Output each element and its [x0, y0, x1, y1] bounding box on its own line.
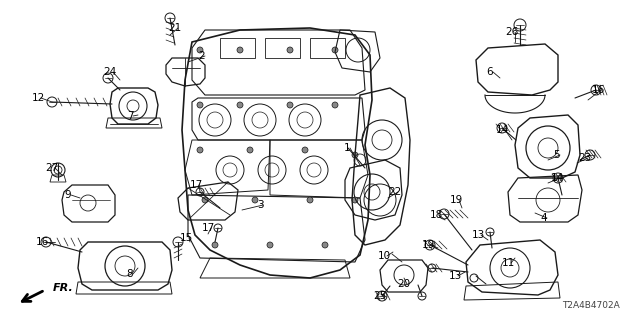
Circle shape	[197, 147, 203, 153]
Text: 4: 4	[541, 213, 547, 223]
Circle shape	[267, 242, 273, 248]
Circle shape	[352, 197, 358, 203]
Text: 23: 23	[579, 153, 591, 163]
Circle shape	[287, 102, 293, 108]
Text: 18: 18	[429, 210, 443, 220]
Text: 13: 13	[449, 271, 461, 281]
Circle shape	[197, 47, 203, 53]
Text: 5: 5	[554, 150, 560, 160]
Text: 19: 19	[421, 240, 435, 250]
Circle shape	[197, 102, 203, 108]
Text: 3: 3	[257, 200, 263, 210]
Text: 16: 16	[591, 85, 605, 95]
Text: 27: 27	[45, 163, 59, 173]
Circle shape	[247, 147, 253, 153]
Text: T2A4B4702A: T2A4B4702A	[563, 301, 620, 310]
Text: 20: 20	[397, 279, 411, 289]
Circle shape	[287, 47, 293, 53]
Text: 8: 8	[127, 269, 133, 279]
Text: FR.: FR.	[53, 283, 74, 293]
Text: 13: 13	[472, 230, 484, 240]
Circle shape	[237, 102, 243, 108]
Text: 2: 2	[198, 51, 205, 61]
Circle shape	[332, 102, 338, 108]
Text: 22: 22	[388, 187, 402, 197]
Text: 21: 21	[168, 23, 182, 33]
Text: 6: 6	[486, 67, 493, 77]
Circle shape	[252, 197, 258, 203]
Circle shape	[202, 197, 208, 203]
Text: 24: 24	[104, 67, 116, 77]
Text: 26: 26	[506, 27, 518, 37]
Text: 7: 7	[127, 111, 133, 121]
Text: 17: 17	[189, 180, 203, 190]
Circle shape	[302, 147, 308, 153]
Text: 19: 19	[449, 195, 463, 205]
Circle shape	[307, 197, 313, 203]
Circle shape	[322, 242, 328, 248]
Text: 1: 1	[344, 143, 350, 153]
Text: 12: 12	[31, 93, 45, 103]
Text: 15: 15	[179, 233, 193, 243]
Text: 10: 10	[378, 251, 390, 261]
Circle shape	[237, 47, 243, 53]
Text: 14: 14	[550, 173, 564, 183]
Text: 11: 11	[501, 258, 515, 268]
Text: 17: 17	[202, 223, 214, 233]
Circle shape	[212, 242, 218, 248]
Text: 14: 14	[495, 125, 509, 135]
Text: 9: 9	[65, 190, 71, 200]
Text: 16: 16	[35, 237, 49, 247]
Text: 25: 25	[373, 291, 387, 301]
Circle shape	[332, 47, 338, 53]
Circle shape	[352, 152, 358, 158]
